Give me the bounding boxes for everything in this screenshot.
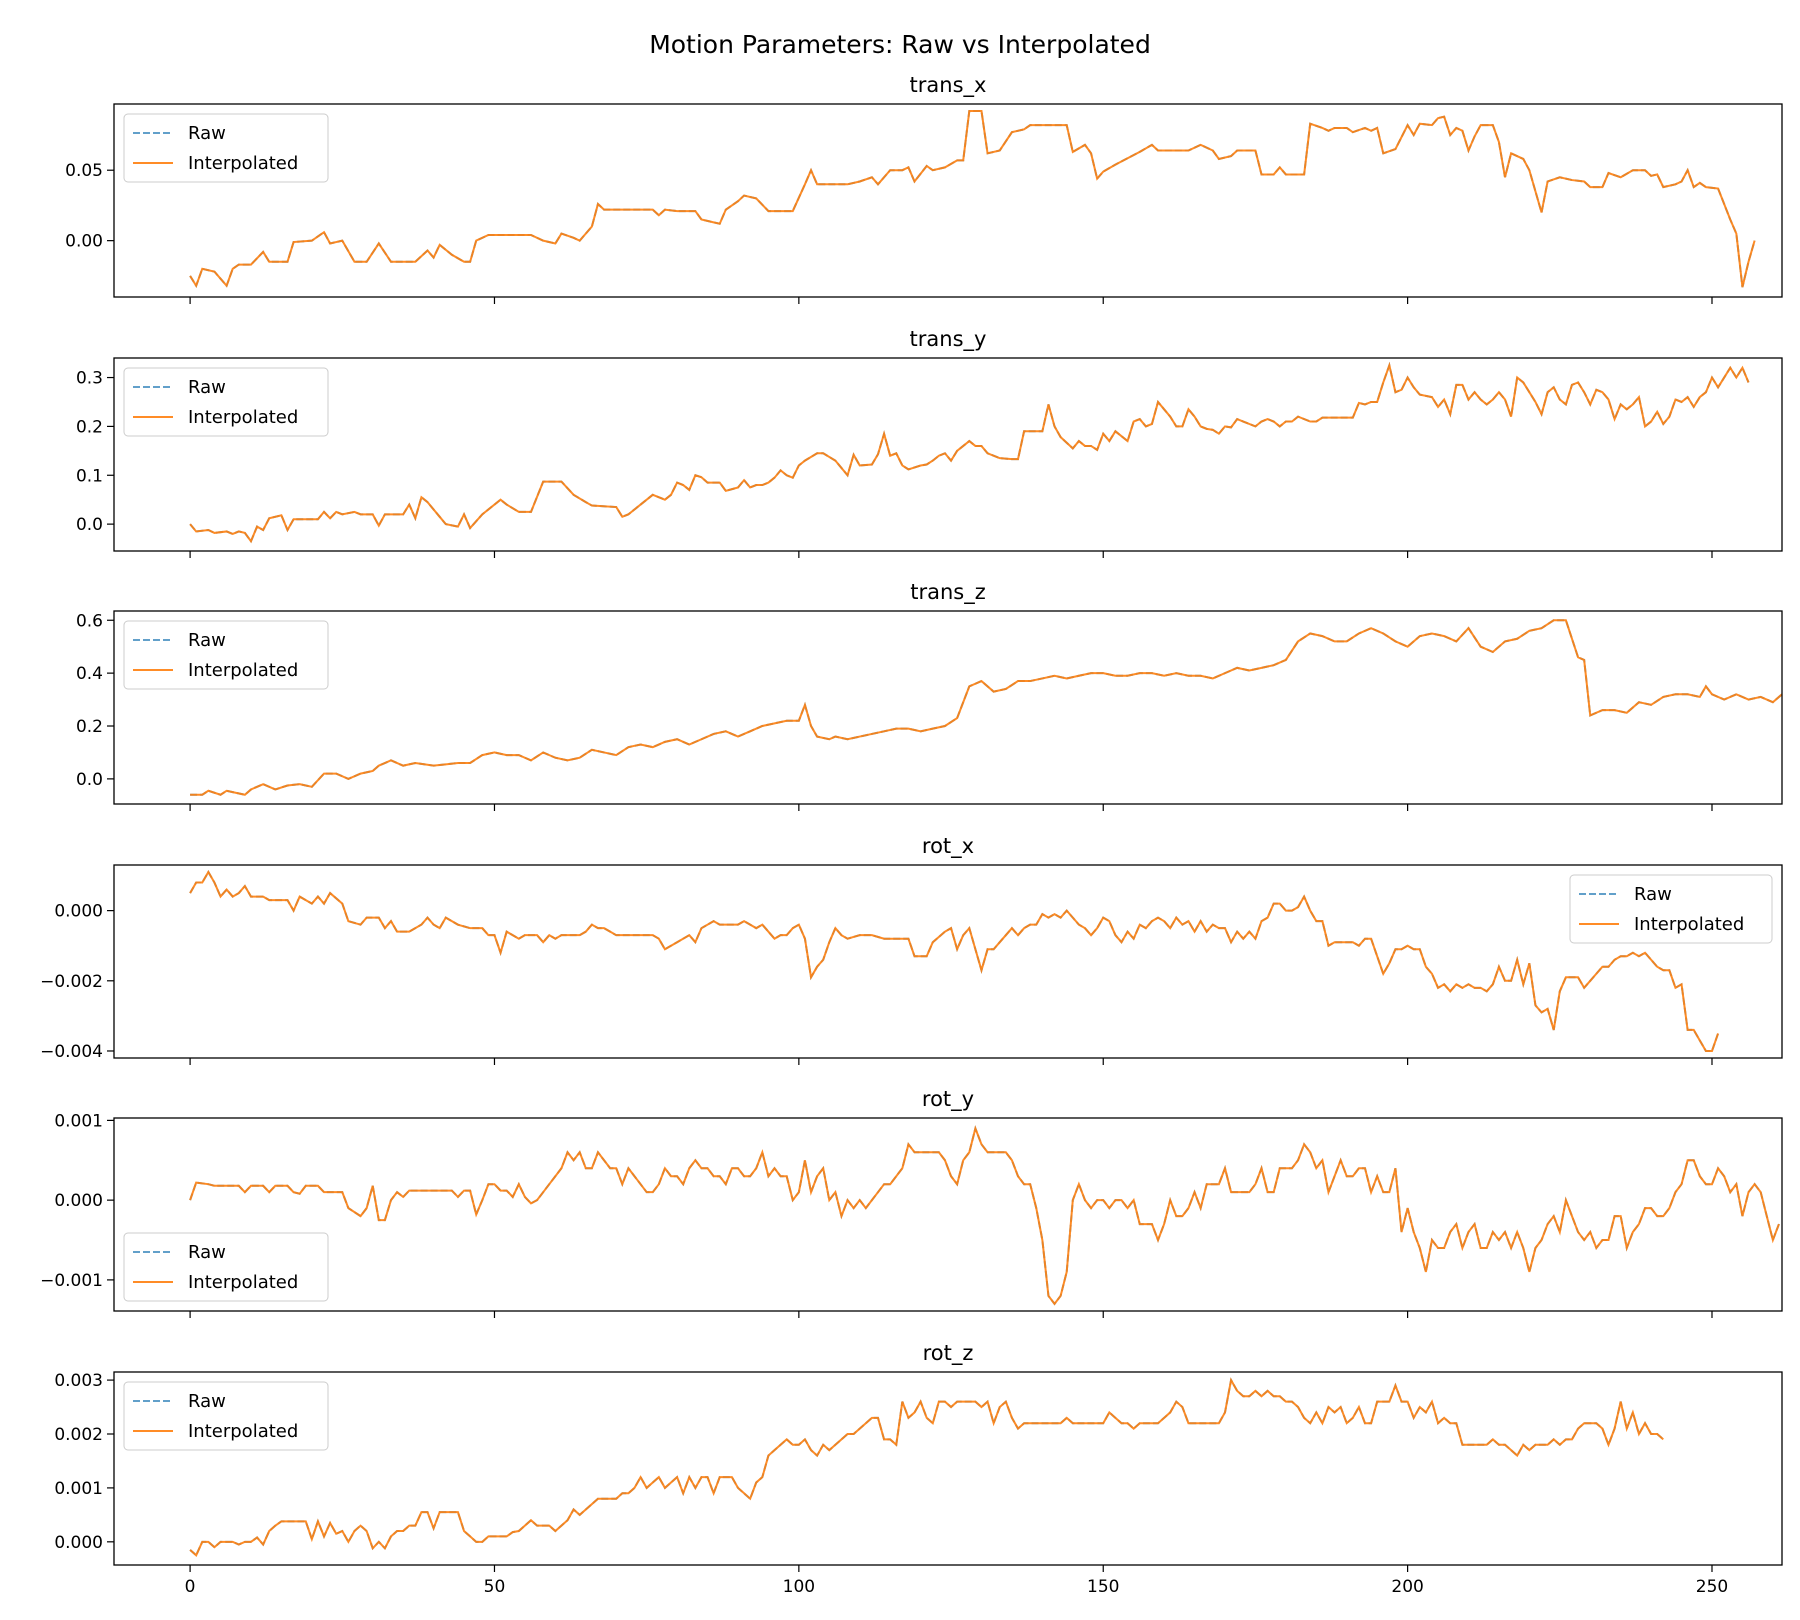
panel-rot_z: rot_z 0.000 0.001 0.002 0.003 0 50 100 150 200 250… — [54, 1341, 1783, 1597]
legend-label-interpolated: Interpolated — [188, 1272, 298, 1293]
panel-rot_y: rot_y 0.001 0.000 −0.001 Raw Interpolated — [40, 1087, 1783, 1318]
legend-box — [123, 113, 329, 183]
panel-trans_x: trans_x 0.00 0.05 Raw Interpolated — [65, 73, 1783, 304]
y-tick-label: 0.2 — [76, 417, 103, 437]
legend-label-interpolated: Interpolated — [1634, 914, 1744, 935]
legend-box — [123, 1232, 329, 1302]
panel-trans_y: trans_y 0.0 0.1 0.2 0.3 Raw Interpolated — [76, 327, 1783, 558]
axes-frame — [113, 610, 1783, 805]
axes-frame — [113, 1371, 1783, 1566]
legend: Raw Interpolated — [123, 620, 329, 690]
y-tick-label: 0.2 — [76, 717, 103, 737]
panel-title: trans_x — [910, 73, 987, 98]
panel-title: trans_z — [910, 580, 986, 605]
y-tick-label: 0.000 — [54, 1191, 103, 1211]
panels-group: trans_x0.000.05RawInterpolatedtrans_y0.0… — [40, 73, 1783, 1597]
x-tick-label: 150 — [1087, 1577, 1119, 1597]
legend-label-interpolated: Interpolated — [188, 407, 298, 428]
y-tick-label: 0.002 — [54, 1425, 103, 1445]
series-line-interpolated — [189, 361, 1750, 544]
legend-label-interpolated: Interpolated — [188, 660, 298, 681]
axes-frame — [113, 864, 1783, 1059]
legend-label-interpolated: Interpolated — [188, 153, 298, 174]
y-tick-label: 0.1 — [76, 466, 103, 486]
y-tick-label: 0.6 — [76, 611, 103, 631]
legend-box — [123, 1381, 329, 1451]
series-line-interpolated — [189, 1377, 1664, 1557]
legend-label-raw: Raw — [1634, 884, 1672, 905]
legend-label-raw: Raw — [188, 1242, 226, 1263]
y-tick-label: 0.0 — [76, 770, 103, 790]
series-line-raw — [189, 870, 1720, 1052]
legend: Raw Interpolated — [123, 1381, 329, 1451]
figure-title: Motion Parameters: Raw vs Interpolated — [649, 30, 1151, 59]
y-tick-label: −0.001 — [40, 1271, 103, 1291]
legend-box — [123, 367, 329, 437]
legend-label-raw: Raw — [188, 1391, 226, 1412]
y-tick-label: 0.003 — [54, 1371, 103, 1391]
series-line-raw — [189, 1125, 1780, 1306]
panel-trans_z: trans_z 0.0 0.2 0.4 0.6 Raw Interpolated — [76, 580, 1783, 811]
legend-label-raw: Raw — [188, 630, 226, 651]
y-tick-label: 0.001 — [54, 1111, 103, 1131]
series-line-raw — [189, 1377, 1664, 1557]
x-tick-label: 50 — [484, 1577, 506, 1597]
y-tick-label: 0.4 — [76, 664, 103, 684]
axes-frame — [113, 1117, 1783, 1312]
y-tick-label: 0.000 — [54, 1533, 103, 1553]
legend-label-raw: Raw — [188, 123, 226, 144]
x-tick-label: 250 — [1696, 1577, 1728, 1597]
y-tick-label: 0.3 — [76, 369, 103, 389]
legend: Raw Interpolated — [123, 1232, 329, 1302]
y-tick-label: −0.004 — [40, 1042, 103, 1062]
legend-box — [1569, 874, 1773, 944]
legend: Raw Interpolated — [1569, 874, 1773, 944]
panel-title: rot_x — [922, 834, 974, 859]
axes-frame — [113, 357, 1783, 552]
series-line-interpolated — [189, 110, 1756, 289]
x-tick-label: 100 — [783, 1577, 815, 1597]
legend-label-raw: Raw — [188, 377, 226, 398]
y-tick-label: 0.00 — [65, 232, 103, 252]
y-tick-label: 0.05 — [65, 161, 103, 181]
series-line-raw — [189, 110, 1756, 289]
axes-frame — [113, 103, 1783, 298]
y-tick-label: −0.002 — [40, 972, 103, 992]
y-tick-label: 0.001 — [54, 1479, 103, 1499]
series-line-interpolated — [189, 1125, 1780, 1306]
x-tick-label: 0 — [185, 1577, 196, 1597]
legend: Raw Interpolated — [123, 113, 329, 183]
panel-title: rot_z — [923, 1341, 974, 1366]
y-tick-label: 0.000 — [54, 902, 103, 922]
legend: Raw Interpolated — [123, 367, 329, 437]
panel-title: rot_y — [922, 1087, 974, 1112]
panel-title: trans_y — [910, 327, 987, 352]
series-line-raw — [190, 619, 1782, 796]
y-tick-label: 0.0 — [76, 515, 103, 535]
panel-rot_x: rot_x 0.000 −0.002 −0.004 Raw Interpolated — [40, 834, 1783, 1065]
series-line-interpolated — [190, 619, 1782, 796]
legend-box — [123, 620, 329, 690]
series-line-interpolated — [189, 870, 1720, 1052]
legend-label-interpolated: Interpolated — [188, 1421, 298, 1442]
x-tick-label: 200 — [1391, 1577, 1423, 1597]
